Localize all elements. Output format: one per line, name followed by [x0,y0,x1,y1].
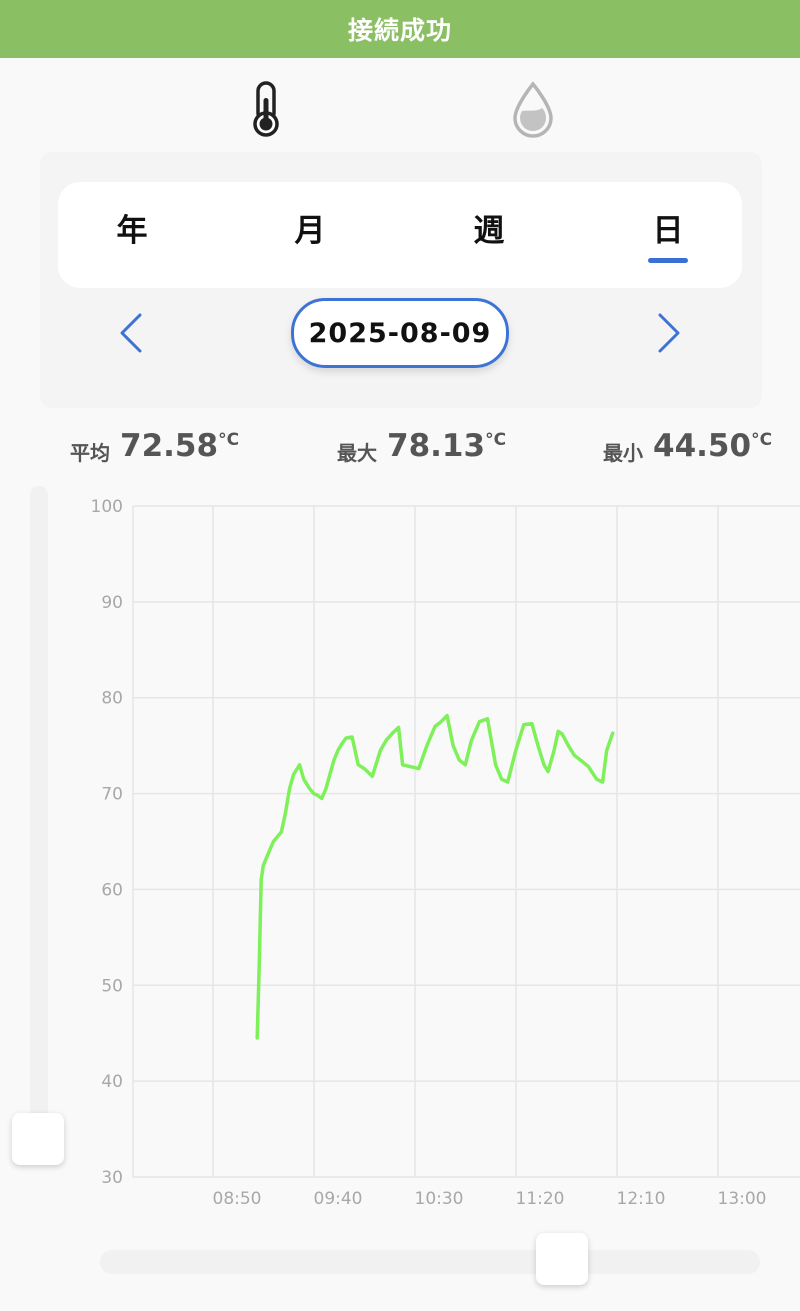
selected-date: 2025-08-09 [308,317,492,349]
tab-week[interactable]: 週 [473,213,505,249]
period-tabs-card [58,182,742,288]
chevron-right-icon [658,313,680,353]
y-tick-label: 60 [101,880,123,900]
max-unit: °C [485,430,507,450]
chevron-left-icon [120,313,142,353]
previous-date-button[interactable] [112,312,152,354]
x-tick-label: 13:00 [718,1189,767,1209]
average-label: 平均 [70,441,110,465]
x-tick-label: 09:40 [314,1189,363,1209]
y-tick-label: 100 [91,497,123,517]
x-tick-label: 08:50 [213,1189,262,1209]
average-stat: 平均 72.58 °C [70,428,239,466]
tab-month[interactable]: 月 [294,213,326,249]
x-tick-label: 12:10 [617,1189,666,1209]
horizontal-scroll-handle[interactable] [536,1233,588,1285]
y-tick-label: 30 [101,1168,123,1188]
date-selector[interactable]: 2025-08-09 [291,298,509,368]
max-value: 78.13 [387,428,486,464]
x-tick-label: 10:30 [415,1189,464,1209]
x-tick-label: 11:20 [516,1189,565,1209]
thermometer-icon[interactable] [236,78,296,140]
average-value: 72.58 [120,428,219,464]
y-tick-label: 50 [101,976,123,996]
min-value: 44.50 [653,428,752,464]
min-label: 最小 [603,441,643,465]
temperature-series-line [255,713,615,1040]
y-tick-label: 80 [101,689,123,709]
next-date-button[interactable] [648,312,688,354]
vertical-zoom-track[interactable] [30,486,48,1126]
connection-status-text: 接続成功 [347,16,452,45]
min-unit: °C [751,430,773,450]
y-tick-label: 70 [101,785,123,805]
temperature-chart: 100 90 80 70 60 50 40 30 08:50 09:40 10:30 11:20 12:… [91,497,800,1209]
max-stat: 最大 78.13 °C [337,428,506,466]
y-tick-label: 90 [101,593,123,613]
average-unit: °C [218,430,240,450]
horizontal-scroll-track[interactable] [100,1250,760,1274]
tab-day[interactable]: 日 [652,213,684,249]
water-drop-icon[interactable] [503,78,563,140]
tab-year[interactable]: 年 [116,213,148,249]
selected-tab-indicator [648,258,688,263]
vertical-zoom-handle[interactable] [12,1113,64,1165]
max-label: 最大 [337,441,377,465]
connection-status-bar: 接続成功 [0,0,800,58]
y-tick-label: 40 [101,1072,123,1092]
min-stat: 最小 44.50 °C [603,428,772,466]
